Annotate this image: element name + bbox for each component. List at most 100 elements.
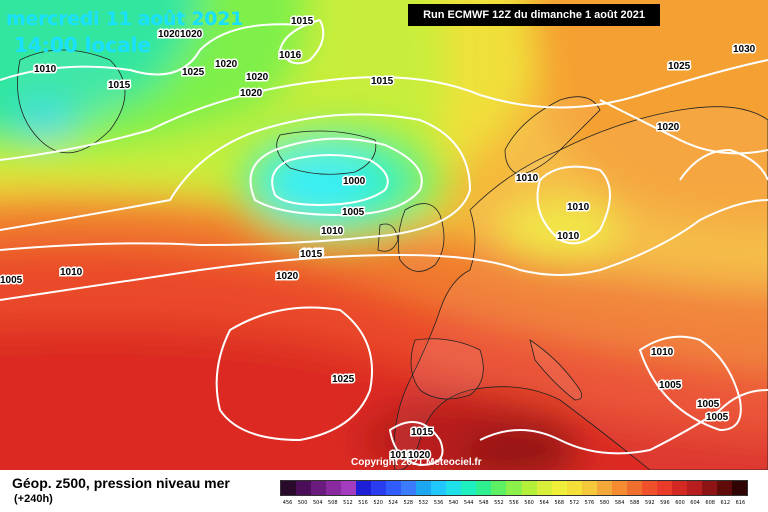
scale-swatch (431, 481, 447, 495)
isobar-label: 1020 (246, 72, 269, 83)
scale-swatch (356, 481, 372, 495)
scale-swatch (596, 481, 612, 495)
scale-swatch (581, 481, 597, 495)
isobar-label: 1010 (321, 226, 344, 237)
scale-swatch (491, 481, 507, 495)
isobar-label: 1010 (516, 173, 539, 184)
scale-label: 516 (358, 500, 368, 506)
scale-label: 540 (448, 500, 459, 506)
scale-swatch (341, 481, 357, 495)
isobar-label: 1030 (733, 44, 756, 55)
scale-swatch (626, 481, 642, 495)
legend-bar: Géop. z500, pression niveau mer (+240h) … (0, 470, 768, 512)
isobar-label: 1016 (279, 50, 302, 61)
isobar-label: 1015 (371, 76, 394, 87)
land-masses (17, 49, 768, 470)
scale-label: 588 (629, 500, 640, 506)
isobar-label: 1015 (301, 248, 324, 259)
scale-swatch (551, 481, 567, 495)
scale-swatch (656, 481, 672, 495)
isobar-label: 1020 (408, 450, 431, 461)
isobar-label: 1010 (567, 202, 590, 213)
isobar-label: 1020 (240, 88, 263, 99)
scale-swatch (401, 481, 417, 495)
isobar-label: 1025 (668, 61, 691, 72)
copyright: Copyright 2021 Meteociel.fr (351, 457, 482, 468)
isobar-label: 1010 (390, 450, 413, 461)
scale-swatch (386, 481, 402, 495)
isobar-label: 1020 (158, 29, 181, 40)
legend-subtitle: (+240h) (14, 493, 53, 505)
color-scale (280, 480, 748, 496)
isobar-label: 1000 (343, 176, 366, 187)
isobar-label: 1025 (182, 67, 205, 78)
scale-label: 560 (524, 500, 534, 506)
scale-label: 596 (660, 500, 670, 506)
isobar-label: 1020 (657, 122, 680, 133)
isobar-label: 1015 (411, 427, 434, 438)
scale-swatch (371, 481, 387, 495)
isobar-label: 1020 (180, 29, 203, 40)
scale-label: 576 (584, 500, 595, 506)
scale-label: 500 (297, 500, 308, 506)
scale-swatch (311, 481, 327, 495)
scale-label: 544 (463, 500, 474, 506)
legend-title: Géop. z500, pression niveau mer (12, 475, 230, 491)
scale-label: 504 (312, 500, 323, 506)
isobar-label: 1010 (651, 347, 674, 358)
isobar-label: 1015 (291, 16, 314, 27)
isobar-label: 1005 (706, 412, 729, 423)
isobar-labels: 1015 1020 1020 1025 1020 1020 1020 1016 … (0, 15, 757, 463)
scale-label: 572 (569, 500, 580, 506)
scale-label: 608 (705, 500, 715, 506)
scale-label: 568 (554, 500, 564, 506)
scale-label: 536 (433, 500, 444, 506)
scale-label: 584 (614, 500, 625, 506)
scale-label: 592 (645, 500, 655, 506)
scale-label: 508 (328, 500, 338, 506)
scale-label: 564 (539, 500, 549, 506)
scale-swatch (716, 481, 732, 495)
color-scale-labels: 456 500 504 508 512 516 520 524 528 532 536 540 544 5… (280, 500, 748, 506)
scale-swatch (641, 481, 657, 495)
scale-label: 604 (690, 500, 700, 506)
isobar-label: 1025 (332, 374, 355, 385)
isobar-label: 1020 (215, 59, 238, 70)
scale-swatch (671, 481, 687, 495)
scale-label: 600 (675, 500, 685, 506)
scale-swatch (731, 481, 747, 495)
scale-label: 580 (599, 500, 610, 506)
isobar-label: 1015 (108, 80, 131, 91)
scale-swatch (506, 481, 522, 495)
isobar-label: 1010 (34, 64, 57, 75)
scale-swatch (326, 481, 342, 495)
scale-label: 512 (343, 500, 353, 506)
scale-label: 456 (282, 500, 293, 506)
scale-label: 552 (494, 500, 504, 506)
isobar-label: 1005 (659, 380, 682, 391)
isobar-label: 1005 (342, 207, 365, 218)
forecast-time: 14:00 locale (14, 33, 151, 57)
scale-label: 548 (478, 500, 489, 506)
scale-label: 524 (388, 500, 398, 506)
map-canvas: 1015 1020 1020 1025 1020 1020 1020 1016 … (0, 0, 768, 470)
scale-swatch (281, 481, 297, 495)
scale-swatch (296, 481, 312, 495)
scale-swatch (701, 481, 717, 495)
isobars (0, 19, 768, 467)
scale-swatch (566, 481, 582, 495)
scale-label: 532 (418, 500, 429, 506)
forecast-date: mercredi 11 août 2021 (6, 8, 244, 30)
scale-label: 520 (373, 500, 383, 506)
scale-swatch (461, 481, 477, 495)
scale-label: 528 (403, 500, 414, 506)
isobar-label: 1020 (276, 271, 299, 282)
scale-label: 616 (735, 500, 746, 506)
scale-swatch (476, 481, 492, 495)
scale-swatch (536, 481, 552, 495)
scale-swatch (446, 481, 462, 495)
run-info: Run ECMWF 12Z du dimanche 1 août 2021 (408, 4, 660, 26)
isobar-label: 1005 (0, 275, 23, 286)
scale-label: 612 (720, 500, 731, 506)
